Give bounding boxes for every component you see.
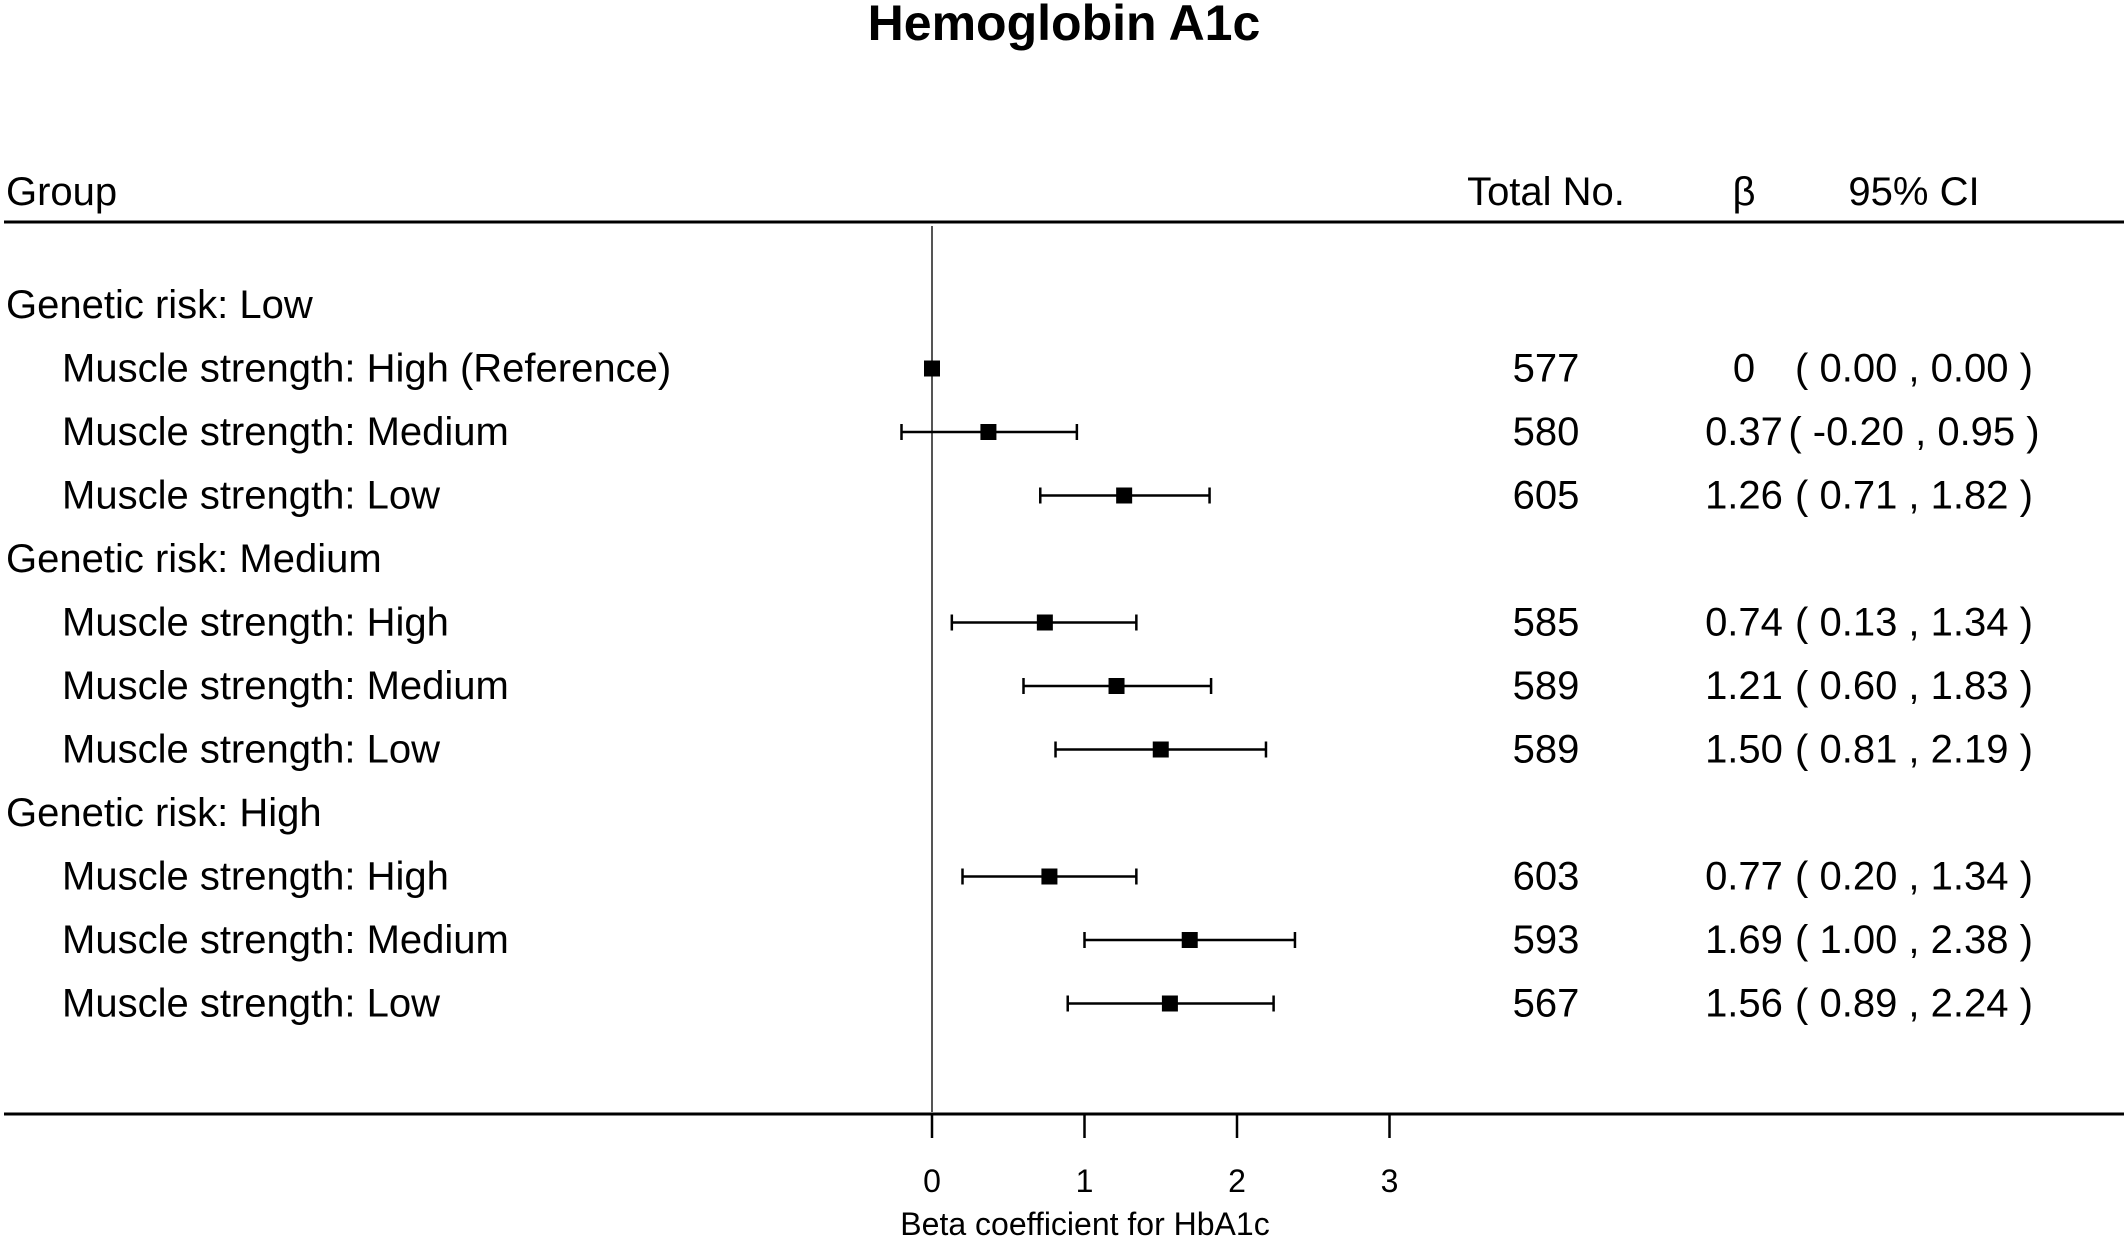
row-beta: 1.69 [1705,918,1783,962]
row-beta: 1.26 [1705,474,1783,518]
row-label: Muscle strength: Low [62,982,440,1026]
row-label: Muscle strength: Low [62,474,440,518]
row-total: 589 [1513,728,1580,772]
row-total: 577 [1513,347,1580,391]
group-label: Genetic risk: Low [6,283,313,327]
row-ci: ( 0.60 , 1.83 ) [1795,664,2033,708]
point-estimate [1116,487,1133,504]
x-tick-label: 3 [1381,1163,1399,1199]
row-beta: 1.50 [1705,728,1783,772]
row-total: 585 [1513,601,1580,645]
row-ci: ( -0.20 , 0.95 ) [1788,410,2039,454]
row-total: 603 [1513,855,1580,899]
row-label: Muscle strength: High (Reference) [62,347,671,391]
row-beta: 1.56 [1705,982,1783,1026]
row-label: Muscle strength: Medium [62,410,509,454]
point-estimate [1181,932,1198,948]
chart-title: Hemoglobin A1c [868,0,1261,51]
group-label: Genetic risk: High [6,791,322,835]
row-beta: 0.77 [1705,855,1783,899]
point-estimate [1036,614,1053,631]
row-total: 593 [1513,918,1580,962]
row-ci: ( 0.00 , 0.00 ) [1795,347,2033,391]
row-ci: ( 0.20 , 1.34 ) [1795,855,2033,899]
row-label: Muscle strength: Medium [62,918,509,962]
group-label: Genetic risk: Medium [6,537,382,581]
row-ci: ( 0.13 , 1.34 ) [1795,601,2033,645]
row-beta: 0.37 [1705,410,1783,454]
row-label: Muscle strength: Medium [62,664,509,708]
plot-area: Genetic risk: Low Muscle strength: High (… [6,226,2040,1199]
x-tick-label: 2 [1228,1163,1246,1199]
point-estimate [1161,995,1178,1012]
x-axis-label: Beta coefficient for HbA1c [900,1206,1269,1239]
point-estimate [1041,868,1058,885]
point-estimate [1108,678,1125,694]
row-label: Muscle strength: High [62,855,449,899]
row-beta: 0.74 [1705,601,1783,645]
row-total: 589 [1513,664,1580,708]
row-ci: ( 1.00 , 2.38 ) [1795,918,2033,962]
row-total: 580 [1513,410,1580,454]
point-estimate [980,424,997,440]
header-ci: 95% CI [1848,170,1979,214]
header-group: Group [6,170,117,214]
point-estimate [924,360,940,377]
x-tick-label: 0 [923,1163,941,1199]
header-beta: β [1732,170,1755,214]
row-beta: 0 [1733,347,1755,391]
row-total: 605 [1513,474,1580,518]
header-total: Total No. [1467,170,1625,214]
row-total: 567 [1513,982,1580,1026]
row-label: Muscle strength: Low [62,728,440,772]
point-estimate [1152,741,1169,758]
x-tick-label: 1 [1076,1163,1094,1199]
row-beta: 1.21 [1705,664,1783,708]
row-ci: ( 0.81 , 2.19 ) [1795,728,2033,772]
row-ci: ( 0.71 , 1.82 ) [1795,474,2033,518]
row-ci: ( 0.89 , 2.24 ) [1795,982,2033,1026]
row-label: Muscle strength: High [62,601,449,645]
